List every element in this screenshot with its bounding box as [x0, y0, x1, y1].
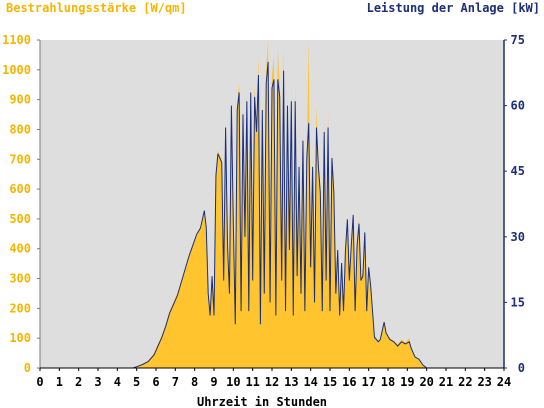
x-tick-label: 20	[419, 375, 433, 389]
x-tick-label: 1	[56, 375, 63, 389]
left-tick-label: 200	[9, 301, 31, 315]
x-tick-label: 3	[94, 375, 101, 389]
x-tick-label: 24	[497, 375, 511, 389]
x-tick-label: 11	[245, 375, 259, 389]
x-tick-label: 2	[75, 375, 82, 389]
irradiance-series	[40, 40, 504, 368]
x-axis-label: Uhrzeit in Stunden	[197, 395, 327, 408]
x-tick-label: 21	[439, 375, 453, 389]
tick-labels: 0100200300400500600700800900100011000153…	[2, 33, 525, 389]
x-tick-label: 17	[361, 375, 375, 389]
left-tick-label: 400	[9, 242, 31, 256]
x-tick-label: 14	[303, 375, 317, 389]
left-tick-label: 900	[9, 93, 31, 107]
x-tick-label: 5	[133, 375, 140, 389]
left-tick-label: 1100	[2, 33, 31, 47]
irradiance-area	[40, 40, 504, 368]
x-tick-label: 16	[342, 375, 356, 389]
x-tick-label: 19	[400, 375, 414, 389]
x-tick-label: 6	[152, 375, 159, 389]
x-tick-label: 18	[381, 375, 395, 389]
x-tick-label: 13	[284, 375, 298, 389]
right-tick-label: 75	[511, 33, 525, 47]
right-tick-label: 0	[518, 361, 525, 375]
left-tick-label: 1000	[2, 63, 31, 77]
x-tick-label: 7	[172, 375, 179, 389]
x-tick-label: 9	[210, 375, 217, 389]
right-tick-label: 60	[511, 99, 525, 113]
right-tick-label: 30	[511, 230, 525, 244]
left-axis-label: Bestrahlungsstärke [W/qm]	[6, 1, 187, 15]
left-tick-label: 700	[9, 152, 31, 166]
power-line	[40, 61, 504, 369]
left-tick-label: 800	[9, 122, 31, 136]
left-tick-label: 300	[9, 272, 31, 286]
left-tick-label: 100	[9, 331, 31, 345]
x-tick-label: 15	[323, 375, 337, 389]
right-tick-label: 15	[511, 295, 525, 309]
x-tick-label: 12	[265, 375, 279, 389]
x-tick-label: 8	[191, 375, 198, 389]
left-tick-label: 600	[9, 182, 31, 196]
x-tick-label: 22	[458, 375, 472, 389]
left-tick-label: 0	[24, 361, 31, 375]
x-tick-label: 0	[36, 375, 43, 389]
power-series	[40, 61, 504, 369]
x-tick-label: 10	[226, 375, 240, 389]
x-tick-label: 23	[477, 375, 491, 389]
right-axis-label: Leistung der Anlage [kW]	[367, 1, 540, 15]
left-tick-label: 500	[9, 212, 31, 226]
right-tick-label: 45	[511, 164, 525, 178]
axes	[37, 39, 507, 371]
x-tick-label: 4	[114, 375, 121, 389]
